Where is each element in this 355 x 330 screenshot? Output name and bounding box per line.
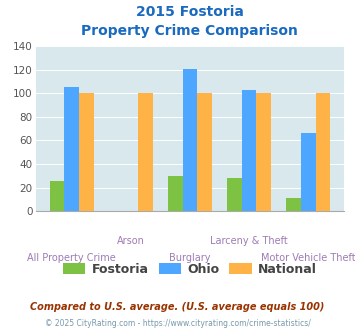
Bar	[64, 87, 79, 211]
Bar	[301, 133, 316, 211]
Bar	[138, 93, 153, 211]
Text: Compared to U.S. average. (U.S. average equals 100): Compared to U.S. average. (U.S. average …	[30, 302, 325, 312]
Text: Motor Vehicle Theft: Motor Vehicle Theft	[261, 253, 355, 263]
Text: © 2025 CityRating.com - https://www.cityrating.com/crime-statistics/: © 2025 CityRating.com - https://www.city…	[45, 319, 310, 328]
Bar	[227, 178, 242, 211]
Text: Larceny & Theft: Larceny & Theft	[210, 236, 288, 246]
Title: 2015 Fostoria
Property Crime Comparison: 2015 Fostoria Property Crime Comparison	[82, 5, 298, 38]
Bar	[168, 176, 182, 211]
Bar	[316, 93, 330, 211]
Legend: Fostoria, Ohio, National: Fostoria, Ohio, National	[58, 258, 322, 281]
Bar	[197, 93, 212, 211]
Bar	[286, 198, 301, 211]
Text: Burglary: Burglary	[169, 253, 211, 263]
Bar	[79, 93, 94, 211]
Bar	[50, 181, 64, 211]
Text: All Property Crime: All Property Crime	[27, 253, 116, 263]
Bar	[242, 90, 256, 211]
Bar	[256, 93, 271, 211]
Text: Arson: Arson	[117, 236, 145, 246]
Bar	[182, 69, 197, 211]
